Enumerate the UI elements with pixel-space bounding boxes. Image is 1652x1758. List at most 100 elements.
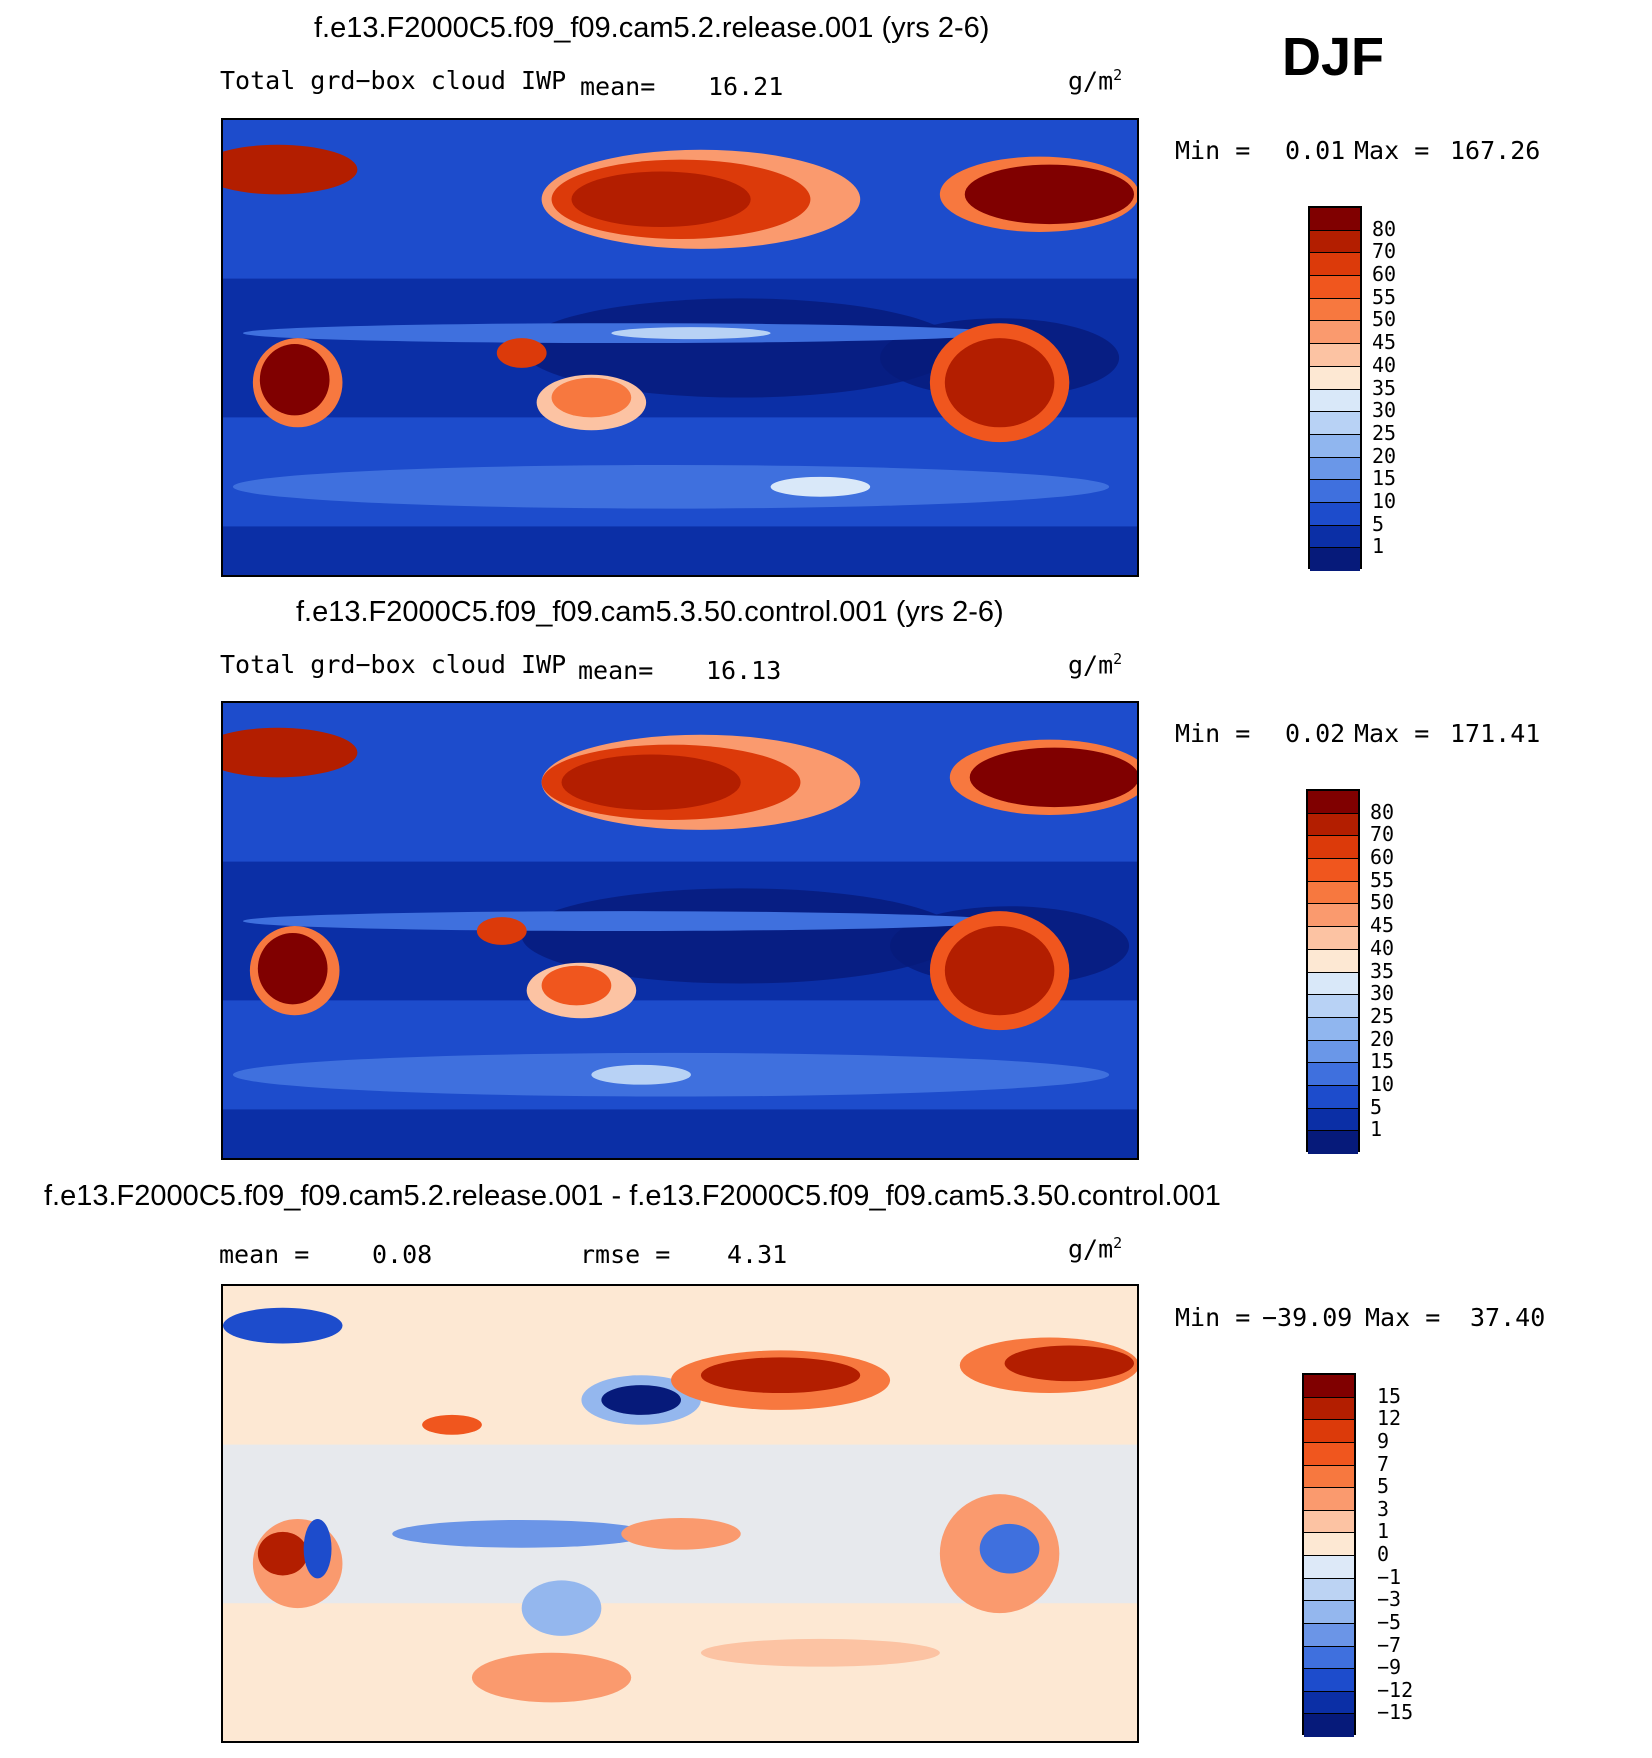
panel2-variable-label: Total grd−box cloud IWP	[220, 650, 567, 679]
colorbar-segment	[1310, 548, 1360, 571]
colorbar-segment	[1304, 1623, 1354, 1647]
panel2-min-label: Min =	[1175, 719, 1251, 748]
colorbar-tick-label: 15	[1372, 466, 1397, 491]
colorbar-segment	[1304, 1533, 1354, 1556]
panel3-min-value: −39.09	[1262, 1303, 1353, 1332]
colorbar-segment	[1308, 881, 1358, 905]
panel2-max-label: Max =	[1354, 719, 1430, 748]
colorbar-tick-label: 35	[1372, 375, 1397, 400]
colorbar-segment	[1308, 859, 1358, 882]
panel2-map-field	[223, 703, 1137, 1158]
colorbar-segment	[1304, 1510, 1354, 1534]
colorbar-segment	[1310, 366, 1360, 390]
colorbar-segment	[1308, 1040, 1358, 1064]
colorbar-tick-label: −9	[1377, 1655, 1402, 1680]
colorbar-segment	[1310, 230, 1360, 254]
panel3-mean-label: mean =	[219, 1240, 310, 1269]
colorbar-segment	[1308, 1085, 1358, 1109]
colorbar-tick-label: −12	[1377, 1677, 1414, 1702]
colorbar-segment	[1304, 1442, 1354, 1466]
colorbar-tick-label: 5	[1377, 1474, 1390, 1499]
colorbar-tick-label: 45	[1370, 913, 1395, 938]
colorbar-tick-label: 55	[1370, 867, 1395, 892]
panel1-units: g/m2	[1068, 66, 1123, 96]
colorbar-tick-label: 20	[1370, 1026, 1395, 1051]
colorbar-segment	[1304, 1691, 1354, 1715]
panel3-map-field	[223, 1286, 1137, 1741]
colorbar-segment	[1304, 1578, 1354, 1602]
panel3-title: f.e13.F2000C5.f09_f09.cam5.2.release.001…	[44, 1180, 1221, 1212]
colorbar-segment	[1308, 791, 1358, 814]
panel1-variable-label: Total grd−box cloud IWP	[220, 66, 567, 95]
colorbar-tick-label: 40	[1372, 352, 1397, 377]
colorbar-segment	[1310, 480, 1360, 503]
colorbar-segment	[1310, 457, 1360, 481]
panel3-units: g/m2	[1068, 1234, 1123, 1264]
panel1-title: f.e13.F2000C5.f09_f09.cam5.2.release.001…	[314, 12, 990, 44]
colorbar-tick-label: 80	[1372, 216, 1397, 241]
panel2-min-value: 0.02	[1285, 719, 1346, 748]
colorbar-segment	[1304, 1465, 1354, 1489]
colorbar-segment	[1304, 1420, 1354, 1443]
colorbar-segment	[1308, 927, 1358, 950]
colorbar-segment	[1304, 1556, 1354, 1579]
panel2-mean-label: mean=	[578, 656, 654, 685]
colorbar-tick-label: 1	[1377, 1519, 1390, 1544]
colorbar-segment	[1308, 972, 1358, 996]
colorbar-tick-label: 30	[1370, 981, 1395, 1006]
colorbar-segment	[1308, 1063, 1358, 1086]
colorbar-tick-label: −15	[1377, 1700, 1414, 1725]
panel1-min-value: 0.01	[1285, 136, 1346, 165]
colorbar-tick-label: −5	[1377, 1609, 1402, 1634]
colorbar-tick-label: −1	[1377, 1564, 1402, 1589]
panel2-max-value: 171.41	[1450, 719, 1541, 748]
panel3-min-label: Min =	[1175, 1303, 1251, 1332]
panel3-max-label: Max =	[1365, 1303, 1441, 1332]
colorbar-segment	[1308, 1108, 1358, 1132]
panel3-rmse-value: 4.31	[727, 1240, 788, 1269]
colorbar-segment	[1310, 253, 1360, 277]
colorbar-segment	[1310, 321, 1360, 345]
colorbar-segment	[1310, 389, 1360, 413]
panel2-map	[221, 701, 1139, 1160]
colorbar-segment	[1308, 1131, 1358, 1154]
panel2-title: f.e13.F2000C5.f09_f09.cam5.3.50.control.…	[296, 596, 1004, 628]
colorbar-segment	[1304, 1646, 1354, 1670]
colorbar-tick-label: 5	[1372, 511, 1385, 536]
colorbar-segment	[1308, 836, 1358, 860]
panel1-mean-label: mean=	[580, 72, 656, 101]
colorbar-tick-label: 9	[1377, 1428, 1390, 1453]
colorbar-segment	[1308, 904, 1358, 928]
colorbar-tick-label: 20	[1372, 443, 1397, 468]
colorbar-segment	[1310, 502, 1360, 526]
colorbar-segment	[1310, 276, 1360, 299]
panel1-max-label: Max =	[1354, 136, 1430, 165]
colorbar-tick-label: −7	[1377, 1632, 1402, 1657]
colorbar-tick-label: 10	[1372, 488, 1397, 513]
colorbar-tick-label: 35	[1370, 958, 1395, 983]
colorbar-tick-label: 15	[1377, 1383, 1402, 1408]
colorbar-tick-label: 45	[1372, 330, 1397, 355]
panel3-map	[221, 1284, 1139, 1743]
colorbar-segment	[1308, 813, 1358, 837]
colorbar-tick-label: 50	[1372, 307, 1397, 332]
colorbar-tick-label: 1	[1372, 534, 1385, 559]
colorbar-segment	[1308, 1017, 1358, 1041]
panel1-colorbar	[1308, 206, 1362, 571]
colorbar-tick-label: 40	[1370, 935, 1395, 960]
panel1-max-value: 167.26	[1450, 136, 1541, 165]
colorbar-segment	[1310, 434, 1360, 458]
colorbar-segment	[1304, 1669, 1354, 1692]
colorbar-segment	[1310, 208, 1360, 231]
colorbar-tick-label: 3	[1377, 1496, 1390, 1521]
colorbar-segment	[1304, 1488, 1354, 1511]
colorbar-tick-label: 30	[1372, 398, 1397, 423]
panel3-colorbar	[1302, 1373, 1356, 1737]
panel2-colorbar	[1306, 789, 1360, 1154]
colorbar-tick-label: 10	[1370, 1071, 1395, 1096]
colorbar-segment	[1310, 298, 1360, 322]
colorbar-tick-label: 7	[1377, 1451, 1390, 1476]
colorbar-tick-label: 50	[1370, 890, 1395, 915]
panel3-max-value: 37.40	[1470, 1303, 1546, 1332]
colorbar-segment	[1310, 525, 1360, 549]
